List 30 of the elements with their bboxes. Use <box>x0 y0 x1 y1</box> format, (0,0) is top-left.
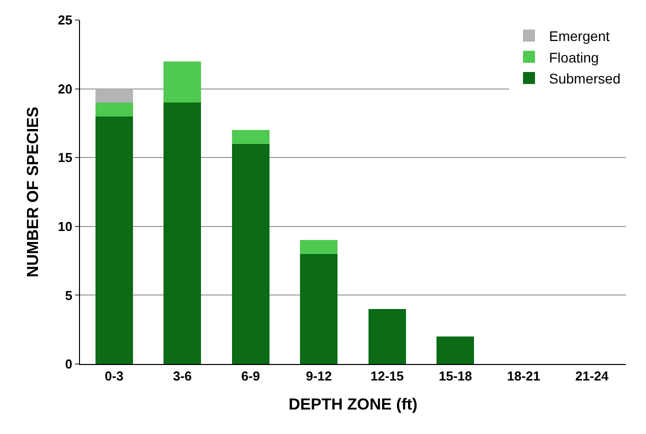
y-tick-label: 5 <box>65 288 72 303</box>
y-tick-label: 20 <box>58 81 72 96</box>
y-tick-label: 10 <box>58 218 72 234</box>
x-tick-label: 9-12 <box>306 368 332 384</box>
bar <box>436 336 474 364</box>
x-tick-label: 3-6 <box>172 368 192 384</box>
legend-label: Floating <box>549 49 599 66</box>
bar <box>300 240 338 254</box>
x-tick-label: 0-3 <box>104 368 124 384</box>
y-tick-label: 15 <box>58 150 72 166</box>
x-tick-label: 18-21 <box>507 368 540 384</box>
y-tick-label: 0 <box>65 356 72 372</box>
bar <box>95 116 133 364</box>
x-tick-label: 12-15 <box>370 368 404 384</box>
x-tick-label: 15-18 <box>438 368 472 384</box>
bar <box>232 130 270 144</box>
bar <box>300 254 338 364</box>
bar <box>164 61 202 103</box>
bar <box>164 102 202 364</box>
bar <box>232 144 270 364</box>
y-axis-title: NUMBER OF SPECIES <box>24 106 42 278</box>
x-tick-label: 21-24 <box>575 368 610 384</box>
bar <box>95 102 133 116</box>
x-axis-title: DEPTH ZONE (ft) <box>288 396 418 414</box>
legend-label: Submersed <box>549 70 621 86</box>
bar <box>95 88 133 103</box>
legend-label: Emergent <box>549 28 610 44</box>
x-tick-label: 6-9 <box>241 368 260 384</box>
y-tick-label: 25 <box>58 12 72 28</box>
bar <box>368 308 406 364</box>
